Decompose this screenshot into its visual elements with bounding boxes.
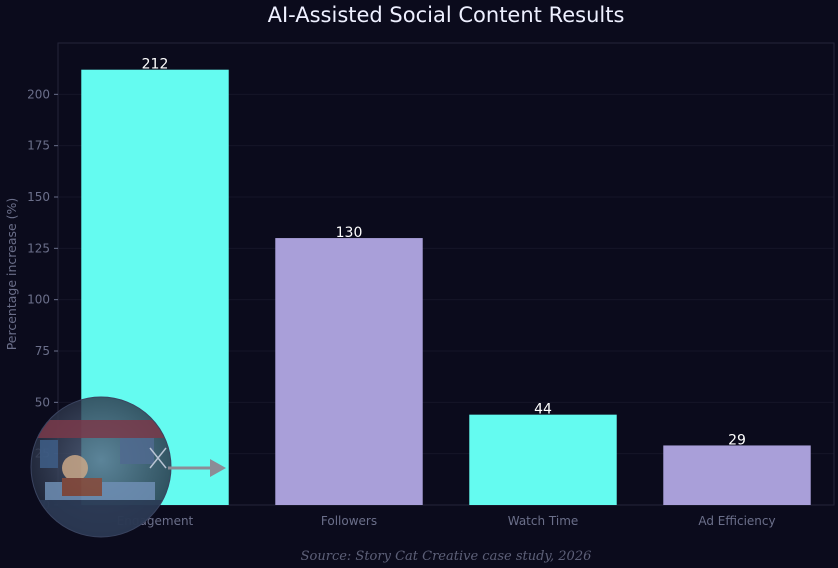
bar-value-label: 29 bbox=[728, 432, 746, 448]
y-tick-label: 175 bbox=[27, 139, 50, 153]
chart-title: AI-Assisted Social Content Results bbox=[268, 3, 625, 27]
y-tick-label: 150 bbox=[27, 190, 50, 204]
data-labels: 212 130 44 29 bbox=[142, 57, 746, 449]
bar-ad-efficiency bbox=[663, 445, 811, 505]
x-category-label: Followers bbox=[321, 514, 377, 528]
x-category-label: Watch Time bbox=[508, 514, 579, 528]
x-category-label: Ad Efficiency bbox=[698, 514, 775, 528]
bar-followers bbox=[275, 238, 423, 506]
bar-watch-time bbox=[469, 414, 617, 505]
y-axis-label: Percentage increase (%) bbox=[4, 198, 19, 351]
y-tick-label: 200 bbox=[27, 87, 50, 101]
y-tick-label: 50 bbox=[35, 395, 50, 409]
bar-series bbox=[81, 69, 811, 506]
y-tick-label: 125 bbox=[27, 241, 50, 255]
bar-value-label: 130 bbox=[336, 225, 363, 241]
inset-thumbnail bbox=[30, 396, 172, 538]
y-tick-label: 100 bbox=[27, 293, 50, 307]
y-tick-label: 75 bbox=[35, 344, 50, 358]
bar-value-label: 44 bbox=[534, 402, 552, 418]
source-note: Source: Story Cat Creative case study, 2… bbox=[301, 549, 592, 564]
x-axis-categories: Engagement Followers Watch Time Ad Efficien… bbox=[117, 514, 776, 528]
bar-value-label: 212 bbox=[142, 57, 169, 73]
plot-frame bbox=[57, 42, 835, 506]
arrow-icon bbox=[168, 459, 226, 477]
